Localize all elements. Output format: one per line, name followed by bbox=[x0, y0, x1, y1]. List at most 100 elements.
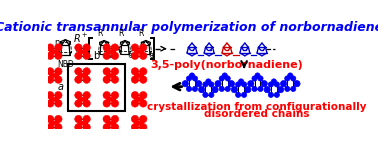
Circle shape bbox=[139, 115, 147, 123]
Text: b: b bbox=[93, 51, 100, 61]
Circle shape bbox=[54, 115, 62, 123]
Circle shape bbox=[54, 68, 62, 75]
Circle shape bbox=[139, 120, 144, 126]
Circle shape bbox=[54, 91, 62, 99]
Circle shape bbox=[252, 86, 257, 91]
Circle shape bbox=[75, 124, 82, 131]
Circle shape bbox=[268, 92, 274, 97]
Circle shape bbox=[46, 124, 54, 131]
Circle shape bbox=[131, 52, 139, 59]
Circle shape bbox=[83, 76, 90, 83]
Circle shape bbox=[277, 87, 284, 93]
Circle shape bbox=[139, 97, 144, 102]
Circle shape bbox=[103, 44, 110, 51]
Circle shape bbox=[291, 86, 296, 91]
Text: R: R bbox=[118, 29, 123, 37]
Text: ⊕: ⊕ bbox=[149, 51, 155, 60]
Circle shape bbox=[50, 97, 55, 102]
Circle shape bbox=[222, 73, 227, 78]
Circle shape bbox=[215, 81, 221, 87]
Circle shape bbox=[106, 120, 112, 126]
Circle shape bbox=[225, 86, 230, 91]
Circle shape bbox=[75, 100, 82, 107]
Circle shape bbox=[83, 91, 90, 99]
Circle shape bbox=[75, 44, 82, 51]
Circle shape bbox=[182, 81, 188, 87]
Circle shape bbox=[261, 81, 267, 87]
Circle shape bbox=[274, 92, 279, 97]
Text: n: n bbox=[54, 38, 60, 47]
Circle shape bbox=[82, 49, 87, 54]
Circle shape bbox=[75, 76, 82, 83]
Circle shape bbox=[285, 76, 290, 81]
Circle shape bbox=[291, 76, 296, 81]
Circle shape bbox=[75, 115, 82, 123]
Circle shape bbox=[111, 52, 119, 59]
Circle shape bbox=[54, 44, 62, 51]
Circle shape bbox=[274, 82, 279, 87]
Circle shape bbox=[111, 91, 119, 99]
Circle shape bbox=[110, 49, 115, 54]
Circle shape bbox=[103, 100, 110, 107]
Circle shape bbox=[131, 68, 139, 75]
Circle shape bbox=[83, 124, 90, 131]
Circle shape bbox=[268, 82, 274, 87]
Circle shape bbox=[131, 91, 139, 99]
Circle shape bbox=[46, 115, 54, 123]
Circle shape bbox=[50, 73, 55, 78]
Circle shape bbox=[111, 76, 119, 83]
Circle shape bbox=[131, 124, 139, 131]
Circle shape bbox=[228, 81, 235, 87]
Circle shape bbox=[139, 91, 147, 99]
Circle shape bbox=[242, 82, 247, 87]
Circle shape bbox=[131, 44, 139, 51]
Circle shape bbox=[46, 44, 54, 51]
Circle shape bbox=[106, 73, 112, 78]
Circle shape bbox=[242, 92, 247, 97]
Circle shape bbox=[82, 97, 87, 102]
Circle shape bbox=[248, 81, 254, 87]
Circle shape bbox=[46, 91, 54, 99]
Circle shape bbox=[54, 120, 59, 126]
Circle shape bbox=[212, 87, 218, 93]
Circle shape bbox=[206, 79, 211, 84]
Circle shape bbox=[139, 124, 147, 131]
Circle shape bbox=[54, 100, 62, 107]
Circle shape bbox=[235, 82, 241, 87]
Circle shape bbox=[219, 76, 225, 81]
Text: R: R bbox=[139, 29, 144, 37]
Circle shape bbox=[135, 73, 140, 78]
Circle shape bbox=[131, 100, 139, 107]
Circle shape bbox=[139, 52, 147, 59]
Circle shape bbox=[54, 52, 62, 59]
Circle shape bbox=[54, 73, 59, 78]
Circle shape bbox=[189, 73, 195, 78]
Circle shape bbox=[103, 68, 110, 75]
Circle shape bbox=[50, 49, 55, 54]
Circle shape bbox=[271, 79, 276, 84]
Circle shape bbox=[258, 76, 263, 81]
Text: crystallization from configurationally: crystallization from configurationally bbox=[147, 102, 367, 112]
Circle shape bbox=[139, 73, 144, 78]
Circle shape bbox=[75, 68, 82, 75]
Circle shape bbox=[203, 92, 208, 97]
Circle shape bbox=[235, 92, 241, 97]
Circle shape bbox=[186, 86, 192, 91]
Text: NBD: NBD bbox=[57, 60, 74, 69]
Circle shape bbox=[111, 124, 119, 131]
Circle shape bbox=[225, 76, 230, 81]
Circle shape bbox=[258, 86, 263, 91]
Circle shape bbox=[54, 97, 59, 102]
Circle shape bbox=[135, 49, 140, 54]
Circle shape bbox=[103, 52, 110, 59]
Circle shape bbox=[219, 86, 225, 91]
Circle shape bbox=[103, 115, 110, 123]
Text: Cationic transannular polymerization of norbornadiene: Cationic transannular polymerization of … bbox=[0, 21, 378, 34]
Circle shape bbox=[83, 115, 90, 123]
Circle shape bbox=[135, 120, 140, 126]
Circle shape bbox=[255, 73, 260, 78]
Circle shape bbox=[139, 49, 144, 54]
Circle shape bbox=[78, 120, 83, 126]
Circle shape bbox=[111, 68, 119, 75]
Circle shape bbox=[209, 92, 214, 97]
